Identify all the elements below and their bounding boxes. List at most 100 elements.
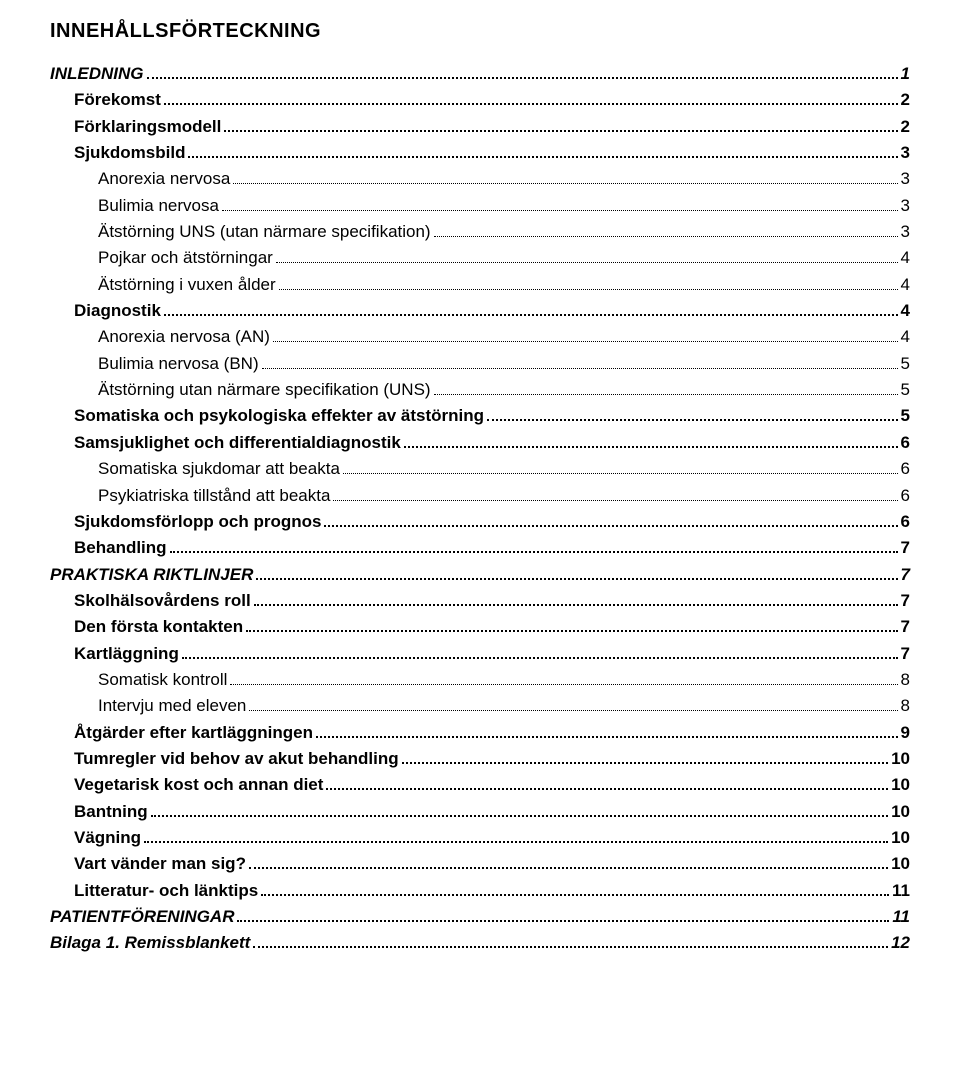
toc-entry-label: Förklaringsmodell	[74, 114, 221, 140]
toc-entry-label: Psykiatriska tillstånd att beakta	[98, 483, 330, 509]
toc-entry: Psykiatriska tillstånd att beakta 6	[50, 483, 910, 509]
toc-leader-dots	[273, 341, 898, 342]
toc-entry-page: 4	[901, 324, 910, 350]
toc-entry-page: 6	[901, 430, 910, 456]
toc-leader-dots	[170, 551, 898, 553]
toc-entry-label: PATIENTFÖRENINGAR	[50, 904, 234, 930]
toc-entry: Anorexia nervosa 3	[50, 166, 910, 192]
toc-entry-label: Vägning	[74, 825, 141, 851]
toc-entry-page: 8	[901, 693, 910, 719]
toc-entry: Den första kontakten 7	[50, 614, 910, 640]
toc-leader-dots	[402, 762, 888, 764]
toc-entry: Vägning 10	[50, 825, 910, 851]
toc-entry: Samsjuklighet och differentialdiagnostik…	[50, 430, 910, 456]
toc-entry-label: Sjukdomsförlopp och prognos	[74, 509, 321, 535]
toc-entry-page: 8	[901, 667, 910, 693]
toc-entry-page: 12	[891, 930, 910, 956]
toc-entry: Bulimia nervosa 3	[50, 193, 910, 219]
toc-entry: Sjukdomsförlopp och prognos 6	[50, 509, 910, 535]
toc-entry-label: Ätstörning UNS (utan närmare specifikati…	[98, 219, 431, 245]
toc-leader-dots	[434, 394, 898, 395]
toc-entry-label: Kartläggning	[74, 641, 179, 667]
toc-entry-page: 2	[901, 87, 910, 113]
toc-leader-dots	[233, 183, 897, 184]
toc-entry-page: 3	[901, 219, 910, 245]
toc-entry: Litteratur- och länktips 11	[50, 878, 910, 904]
toc-entry: Åtgärder efter kartläggningen 9	[50, 720, 910, 746]
toc-entry-page: 4	[901, 298, 910, 324]
toc-entry-label: Den första kontakten	[74, 614, 243, 640]
toc-leader-dots	[324, 525, 897, 527]
toc-entry-page: 3	[901, 166, 910, 192]
toc-leader-dots	[276, 262, 898, 263]
toc-leader-dots	[188, 156, 897, 158]
toc-title: INNEHÅLLSFÖRTECKNING	[50, 20, 910, 43]
toc-entry-label: Somatiska sjukdomar att beakta	[98, 456, 340, 482]
toc-entry-page: 10	[891, 746, 910, 772]
toc-entry: Anorexia nervosa (AN) 4	[50, 324, 910, 350]
toc-entry-label: Ätstörning utan närmare specifikation (U…	[98, 377, 431, 403]
toc-entry-page: 10	[891, 799, 910, 825]
toc-entry-page: 2	[901, 114, 910, 140]
toc-leader-dots	[147, 77, 898, 79]
toc-entry-label: Litteratur- och länktips	[74, 878, 258, 904]
toc-leader-dots	[182, 657, 898, 659]
toc-entry: Tumregler vid behov av akut behandling 1…	[50, 746, 910, 772]
toc-leader-dots	[230, 684, 897, 685]
toc-entry-label: Samsjuklighet och differentialdiagnostik	[74, 430, 401, 456]
toc-entry: PRAKTISKA RIKTLINJER 7	[50, 562, 910, 588]
toc-entry-label: Sjukdomsbild	[74, 140, 185, 166]
toc-leader-dots	[326, 788, 888, 790]
toc-leader-dots	[151, 815, 888, 817]
toc-leader-dots	[487, 419, 898, 421]
toc-entry-label: Pojkar och ätstörningar	[98, 245, 273, 271]
toc-entry-page: 9	[901, 720, 910, 746]
toc-leader-dots	[164, 314, 898, 316]
toc-entry-label: Bantning	[74, 799, 148, 825]
toc-leader-dots	[237, 920, 889, 922]
toc-leader-dots	[246, 630, 897, 632]
toc-leader-dots	[164, 103, 898, 105]
toc-entry-page: 7	[901, 535, 910, 561]
toc-entry-label: Åtgärder efter kartläggningen	[74, 720, 313, 746]
toc-entry: Ätstörning utan närmare specifikation (U…	[50, 377, 910, 403]
toc-leader-dots	[261, 894, 889, 896]
toc-entry-page: 6	[901, 483, 910, 509]
toc-entry-page: 10	[891, 772, 910, 798]
toc-entry-page: 10	[891, 851, 910, 877]
toc-entry: Kartläggning 7	[50, 641, 910, 667]
toc-entry-label: Bilaga 1. Remissblankett	[50, 930, 250, 956]
toc-leader-dots	[249, 710, 897, 711]
toc-entry-page: 7	[901, 614, 910, 640]
toc-entry: Somatiska sjukdomar att beakta 6	[50, 456, 910, 482]
toc-leader-dots	[253, 946, 888, 948]
toc-entry-page: 6	[901, 509, 910, 535]
toc-entry-page: 4	[901, 272, 910, 298]
toc-entry: Somatisk kontroll 8	[50, 667, 910, 693]
toc-entry: Bilaga 1. Remissblankett 12	[50, 930, 910, 956]
toc-entry: Förklaringsmodell 2	[50, 114, 910, 140]
toc-entry-page: 7	[901, 562, 910, 588]
toc-entry: INLEDNING 1	[50, 61, 910, 87]
toc-entry-page: 7	[901, 641, 910, 667]
toc-entry-label: Ätstörning i vuxen ålder	[98, 272, 276, 298]
toc-leader-dots	[279, 289, 898, 290]
toc-entry-label: Vegetarisk kost och annan diet	[74, 772, 323, 798]
toc-leader-dots	[249, 867, 888, 869]
toc-entry-label: Skolhälsovårdens roll	[74, 588, 251, 614]
toc-leader-dots	[434, 236, 898, 237]
toc-leader-dots	[254, 604, 898, 606]
toc-entry: Vegetarisk kost och annan diet 10	[50, 772, 910, 798]
toc-entry-label: Anorexia nervosa (AN)	[98, 324, 270, 350]
toc-entry-label: Behandling	[74, 535, 167, 561]
toc-leader-dots	[316, 736, 898, 738]
toc-entry-page: 11	[892, 904, 910, 930]
toc-entry-page: 5	[901, 351, 910, 377]
toc-entry-page: 3	[901, 193, 910, 219]
toc-entry-page: 4	[901, 245, 910, 271]
toc-entry-page: 11	[892, 878, 910, 904]
toc-entry-page: 5	[901, 403, 910, 429]
toc-leader-dots	[404, 446, 898, 448]
toc-entry-page: 10	[891, 825, 910, 851]
toc-leader-dots	[333, 500, 897, 501]
